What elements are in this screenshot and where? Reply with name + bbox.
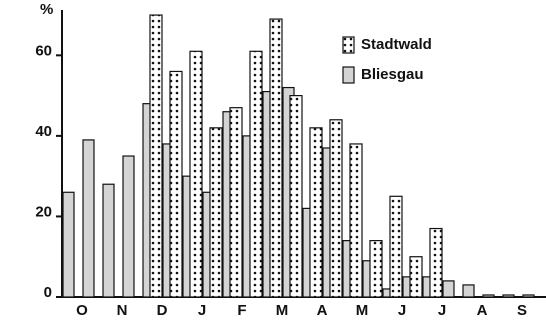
legend-swatch — [342, 66, 355, 84]
bar — [329, 119, 343, 298]
y-axis-label: % — [40, 1, 53, 18]
legend-label: Stadtwald — [361, 36, 432, 53]
x-tick-label: O — [76, 302, 88, 319]
x-tick-label: M — [356, 302, 369, 319]
bar — [169, 70, 183, 298]
legend-label: Bliesgau — [361, 66, 424, 83]
bar — [502, 294, 515, 298]
bar — [62, 191, 75, 298]
bar — [82, 139, 95, 298]
y-tick-label: 40 — [35, 123, 52, 140]
bar — [189, 50, 203, 298]
x-tick-label: D — [157, 302, 168, 319]
bar — [409, 256, 423, 298]
x-tick-label: M — [276, 302, 289, 319]
bar — [122, 155, 135, 298]
bar — [229, 107, 243, 298]
bar — [369, 240, 383, 298]
x-tick-label: J — [198, 302, 206, 319]
legend-swatch — [342, 36, 355, 54]
bar — [462, 284, 475, 298]
x-tick-label: N — [117, 302, 128, 319]
bar — [149, 14, 163, 298]
bar — [309, 127, 323, 298]
x-tick-label: A — [477, 302, 488, 319]
bar — [522, 294, 535, 298]
y-tick-label: 0 — [44, 284, 52, 301]
bar — [102, 183, 115, 298]
bar — [269, 18, 283, 298]
bar — [289, 95, 303, 298]
x-tick-label: J — [398, 302, 406, 319]
x-tick-label: J — [438, 302, 446, 319]
x-tick-label: S — [517, 302, 527, 319]
bar — [429, 227, 443, 298]
y-tick-label: 60 — [35, 42, 52, 59]
bar — [389, 195, 403, 298]
bar — [482, 294, 495, 298]
x-tick-label: A — [317, 302, 328, 319]
bar — [249, 50, 263, 298]
bar — [349, 143, 363, 298]
bar — [442, 280, 455, 298]
y-tick-label: 20 — [35, 203, 52, 220]
x-tick-label: F — [237, 302, 246, 319]
bar — [209, 127, 223, 298]
